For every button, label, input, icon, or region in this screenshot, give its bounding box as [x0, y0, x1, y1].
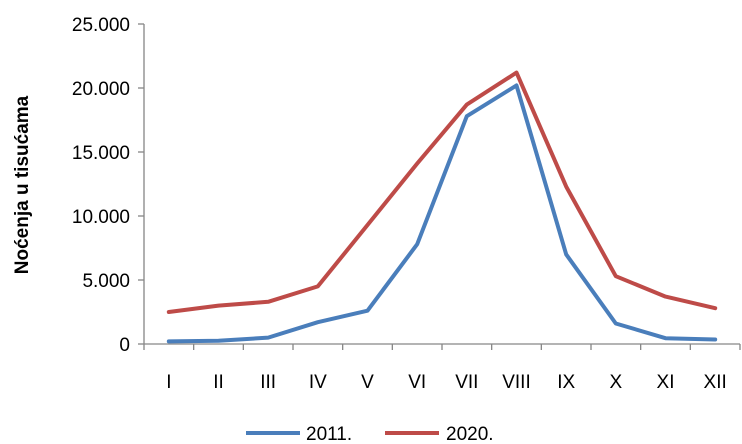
x-tick-label: VII	[455, 372, 478, 393]
x-tick-label: V	[361, 372, 374, 393]
series-line-2	[166, 70, 718, 314]
x-tick-label: IX	[557, 372, 575, 393]
y-axis-ticks: 0 5.000 10.000 15.000 20.000 25.000	[72, 15, 144, 356]
x-tick-label: XII	[704, 372, 727, 393]
x-tick-label: IV	[309, 372, 327, 393]
x-tick-label: VIII	[502, 372, 531, 393]
x-tick-label: VI	[408, 372, 426, 393]
y-axis-label: Noćenja u tisućama	[12, 95, 33, 274]
y-tick-label: 15.000	[72, 143, 130, 164]
x-tick-label: X	[609, 372, 622, 393]
legend-label-2: 2020.	[446, 424, 494, 444]
series-lines	[166, 70, 718, 344]
y-tick-label: 10.000	[72, 207, 130, 228]
x-tick-label: II	[213, 372, 224, 393]
x-axis-ticks: I II III IV V VI VII VIII IX X XI XII	[143, 344, 741, 393]
legend-label-1: 2011.	[306, 424, 352, 444]
y-tick-label: 5.000	[82, 271, 130, 292]
x-tick-label: I	[166, 372, 171, 393]
x-tick-label: III	[260, 372, 276, 393]
chart-legend: 2011. 2020.	[246, 424, 494, 444]
y-tick-label: 20.000	[72, 79, 130, 100]
x-tick-label: XI	[657, 372, 675, 393]
y-tick-label: 0	[119, 335, 130, 356]
series-line-1	[166, 83, 718, 344]
y-tick-label: 25.000	[72, 15, 130, 36]
